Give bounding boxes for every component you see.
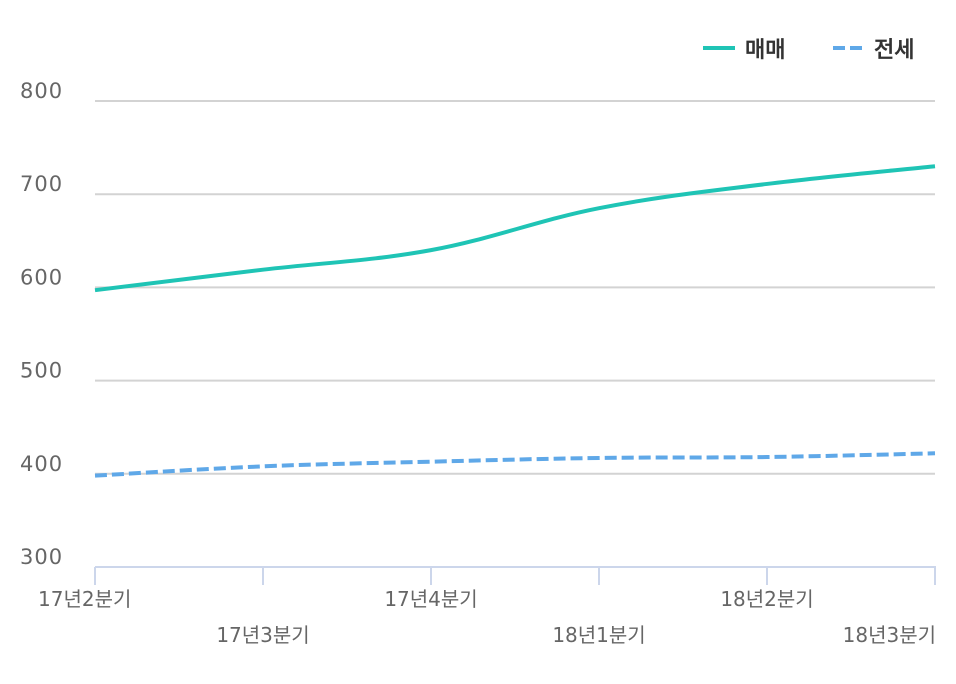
legend-label-jeonse: 전세 [874, 38, 914, 63]
x-tick-label: 17년3분기 [216, 623, 309, 647]
legend: 매매 전세 [703, 38, 914, 63]
y-tick-label: 500 [20, 359, 63, 383]
grid-lines [95, 100, 935, 475]
x-tick-label: 18년3분기 [843, 623, 936, 647]
x-tick-label: 17년2분기 [38, 587, 131, 611]
y-tick-label: 400 [20, 452, 63, 476]
series-line-jeonse[interactable] [94, 451, 936, 478]
legend-item-jeonse[interactable]: 전세 [833, 38, 914, 63]
legend-item-sale[interactable]: 매매 [703, 38, 785, 63]
x-tick-label: 18년1분기 [552, 623, 645, 647]
x-tick-label: 18년2분기 [720, 587, 813, 611]
legend-label-sale: 매매 [745, 38, 785, 63]
y-axis: 300 400 500 600 700 800 [20, 79, 63, 569]
series-line-sale[interactable] [94, 164, 936, 293]
y-tick-label: 700 [20, 172, 63, 196]
x-axis: 17년2분기 17년3분기 17년4분기 18년1분기 18년2분기 18년3분기 [38, 566, 936, 647]
y-tick-label: 600 [20, 265, 63, 289]
y-tick-label: 800 [20, 79, 63, 103]
y-tick-label: 300 [20, 545, 63, 569]
x-tick-label: 17년4분기 [384, 587, 477, 611]
series-group [94, 164, 936, 478]
